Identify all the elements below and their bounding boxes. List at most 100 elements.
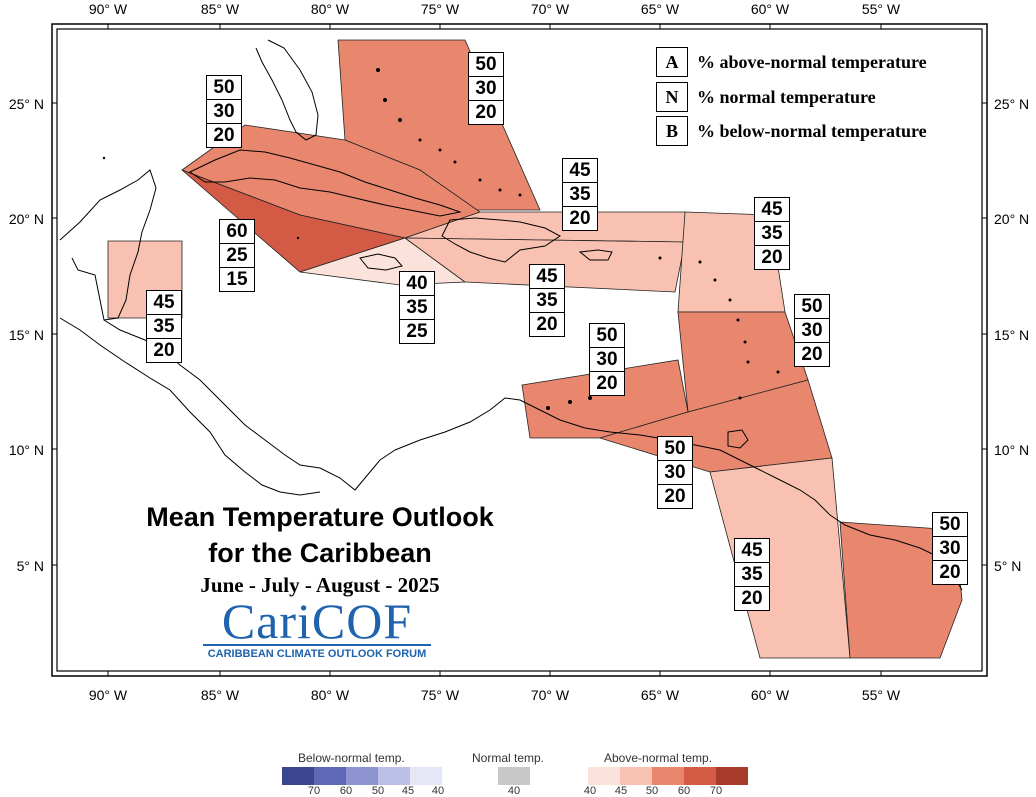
prob-box-guyana: 45 35 20 [734,538,770,611]
legend-tick-above: 45 [614,785,628,797]
axis-ticks [52,24,987,676]
lon-label-bottom: 70° W [531,687,570,703]
key-text: % above-normal temperature [697,51,927,72]
prob-below: 20 [596,373,618,394]
prob-normal: 35 [563,183,597,207]
legend-tick-below: 50 [371,785,385,797]
legend-tick-above: 60 [677,785,691,797]
prob-above: 45 [530,265,564,289]
prob-normal: 30 [469,77,503,101]
prob-above: 45 [735,539,769,563]
legend-normal-heading: Normal temp. [472,751,545,765]
lat-label-right: 25° N [994,96,1029,112]
legend-swatch-below-60 [314,767,346,785]
legend-swatch-below-70 [282,767,314,785]
prob-below: 20 [569,208,591,229]
legend-swatch-below-50 [346,767,378,785]
legend-tick-below: 70 [307,785,321,797]
lat-label-right: 5° N [994,558,1021,574]
legend-swatch-above-60 [684,767,716,785]
prob-box-windward-islands: 50 30 20 [794,294,830,367]
coast-trinidad [727,429,749,449]
map-outer-frame [51,23,988,677]
legend-above-heading: Above-normal temp. [604,751,713,765]
prob-above: 50 [207,76,241,100]
key-row-above: A % above-normal temperature [656,47,927,77]
logo-rule [203,644,431,646]
lon-label-top: 65° W [641,1,680,17]
lat-label-left: 10° N [9,442,44,458]
prob-normal: 25 [220,244,254,268]
lat-label-right: 15° N [994,327,1029,343]
legend-tick-below: 40 [431,785,445,797]
legend-tick-above: 50 [645,785,659,797]
coast-hispaniola [441,217,561,263]
lon-label-bottom: 55° W [862,687,901,703]
prob-below: 20 [153,340,175,361]
prob-box-bahamas: 50 30 20 [468,52,504,125]
prob-below: 20 [801,344,823,365]
lon-label-top: 85° W [201,1,240,17]
lon-label-top: 70° W [531,1,570,17]
prob-box-belize: 45 35 20 [146,290,182,363]
key-letter: N [656,82,688,112]
legend-tick-below: 60 [339,785,353,797]
key-row-below: B % below-normal temperature [656,116,927,146]
coast-pacific-side [59,317,321,496]
prob-below: 20 [213,125,235,146]
prob-box-hispaniola-pr: 45 35 20 [529,264,565,337]
prob-above: 50 [658,437,692,461]
map-title-line1: Mean Temperature Outlook [146,502,494,532]
prob-above: 50 [933,513,967,537]
key-text: % normal temperature [697,86,876,107]
prob-box-cuba: 50 30 20 [206,75,242,148]
prob-box-jamaica-east: 40 35 25 [399,271,435,344]
legend-swatch-normal [498,767,530,785]
axis-labels-right: 25° N 20° N 15° N 10° N 5° N [994,96,1029,574]
lon-label-bottom: 90° W [89,687,128,703]
prob-normal: 30 [658,461,692,485]
prob-below: 20 [475,102,497,123]
lat-label-right: 10° N [994,442,1029,458]
coast-puerto-rico [578,249,613,261]
lon-label-bottom: 60° W [751,687,790,703]
prob-above: 50 [795,295,829,319]
axis-labels-left: 25° N 20° N 15° N 10° N 5° N [9,96,44,574]
legend-tick-normal: 40 [507,785,521,797]
prob-above: 60 [220,220,254,244]
key-row-normal: N % normal temperature [656,82,876,112]
legend-swatch-below-40 [410,767,442,785]
lat-label-left: 20° N [9,211,44,227]
legend-swatch-above-50 [652,767,684,785]
lat-label-left: 25° N [9,96,44,112]
prob-normal: 35 [755,222,789,246]
key-letter: A [656,47,688,77]
lon-label-bottom: 75° W [421,687,460,703]
axis-labels-top: 90° W 85° W 80° W 75° W 70° W 65° W 60° … [89,1,901,17]
prob-below: 20 [664,486,686,507]
legend-swatch-above-70 [716,767,748,785]
lon-label-top: 75° W [421,1,460,17]
prob-above: 50 [590,324,624,348]
prob-below: 20 [939,562,961,583]
key-letter: B [656,116,688,146]
prob-above: 50 [469,53,503,77]
lat-label-left: 5° N [17,558,44,574]
lon-label-bottom: 65° W [641,687,680,703]
map-season: June - July - August - 2025 [200,573,440,597]
caricof-logo: CariCOF [221,593,413,649]
prob-below: 15 [226,269,248,290]
prob-box-trinidad-tobago: 50 30 20 [657,436,693,509]
legend-swatch-below-45 [378,767,410,785]
legend-tick-above: 40 [583,785,597,797]
prob-box-abc-islands: 50 30 20 [589,323,625,396]
legend-swatch-above-40 [588,767,620,785]
legend-swatch-above-45 [620,767,652,785]
prob-above: 45 [147,291,181,315]
key-text: % below-normal temperature [697,120,927,141]
legend-tick-below: 45 [401,785,415,797]
coast-cuba [188,149,462,217]
prob-above: 45 [755,198,789,222]
prob-normal: 35 [147,315,181,339]
prob-normal: 30 [795,319,829,343]
